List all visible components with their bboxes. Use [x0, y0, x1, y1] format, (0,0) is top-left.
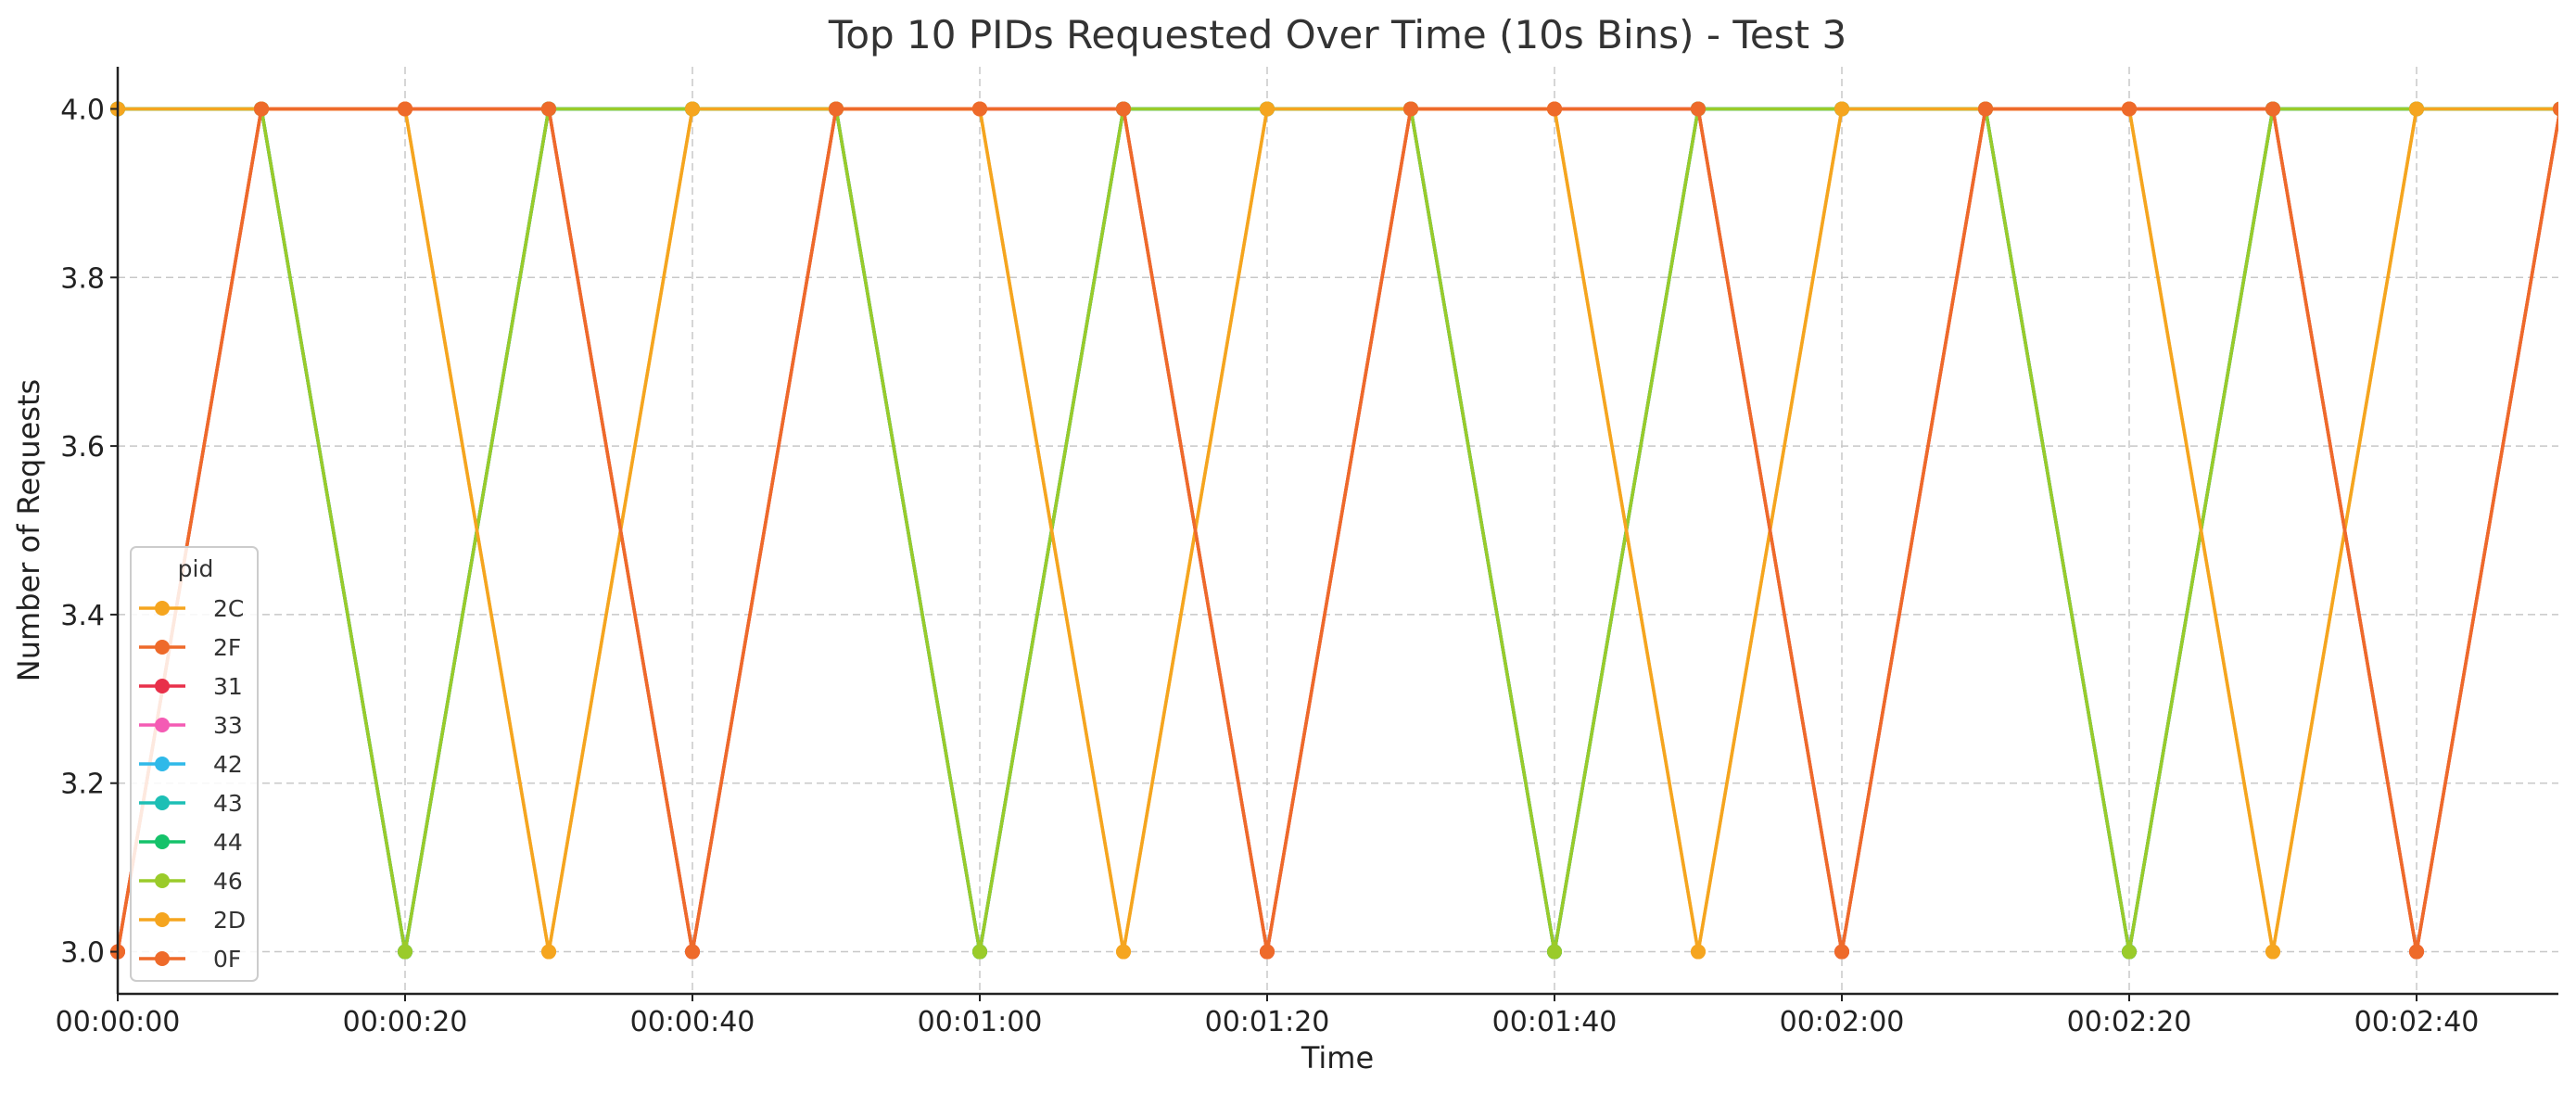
legend-label: 33	[213, 712, 243, 739]
legend-label: 31	[213, 673, 243, 700]
data-point	[685, 101, 700, 117]
data-point	[1691, 944, 1706, 960]
legend-item: 2F	[139, 634, 241, 661]
x-tick-label: 00:01:40	[1492, 1006, 1618, 1038]
legend-item: 46	[139, 868, 243, 895]
data-point	[254, 101, 269, 117]
legend-item: 31	[139, 673, 243, 700]
series-line	[118, 107, 2558, 954]
legend-marker	[155, 757, 170, 771]
data-point	[1116, 944, 1131, 960]
data-point	[2122, 944, 2137, 960]
x-tick-label: 00:00:20	[343, 1006, 468, 1038]
axis-layer	[116, 67, 2558, 996]
data-point	[398, 101, 412, 117]
legend-marker	[155, 873, 170, 888]
x-tick-label: 00:00:40	[630, 1006, 755, 1038]
legend-label: 43	[213, 790, 243, 817]
chart-title: Top 10 PIDs Requested Over Time (10s Bin…	[828, 12, 1846, 57]
legend-item: 43	[139, 790, 243, 817]
y-tick-label: 3.2	[60, 769, 105, 801]
legend-marker	[155, 795, 170, 810]
tick-layer: 00:00:00 00:00:20 00:00:40 00:01:00 00:01:20…	[56, 94, 2480, 1038]
x-tick-label: 00:01:00	[918, 1006, 1043, 1038]
y-axis-label: Number of Requests	[11, 379, 46, 681]
data-point	[1834, 944, 1849, 960]
y-tick-label: 3.4	[60, 600, 105, 632]
legend-marker	[155, 601, 170, 616]
legend-label: 44	[213, 829, 243, 856]
legend-item: 42	[139, 751, 243, 778]
legend-box	[130, 546, 259, 982]
y-tick-label: 3.8	[60, 262, 105, 295]
legend-marker	[155, 679, 170, 693]
data-point	[2553, 101, 2558, 117]
legend-label: 2D	[213, 907, 246, 934]
legend-label: 0F	[213, 946, 241, 973]
data-point	[1260, 101, 1275, 117]
legend-item: 44	[139, 829, 243, 856]
legend-item: 0F	[139, 946, 241, 973]
legend: pid 2C 2F 31 33 42 43 44 46 2D 0F	[130, 546, 259, 982]
data-point	[829, 101, 844, 117]
legend-marker	[155, 912, 170, 927]
legend-marker	[155, 640, 170, 655]
series-line	[116, 107, 2558, 954]
data-point	[1403, 101, 1418, 117]
x-tick-label: 00:00:00	[56, 1006, 181, 1038]
y-tick-label: 3.0	[60, 937, 105, 970]
legend-label: 2F	[213, 634, 241, 661]
data-point	[685, 944, 700, 960]
series-0f	[110, 101, 2558, 960]
legend-marker	[155, 951, 170, 966]
data-point	[972, 101, 987, 117]
x-tick-label: 00:01:20	[1205, 1006, 1330, 1038]
data-point	[2409, 101, 2424, 117]
legend-marker	[155, 718, 170, 732]
data-point	[398, 944, 412, 960]
legend-marker	[155, 834, 170, 849]
legend-item: 2C	[139, 595, 244, 622]
data-point	[972, 944, 987, 960]
data-point	[2265, 101, 2280, 117]
data-point	[2409, 944, 2424, 960]
x-tick-label: 00:02:40	[2354, 1006, 2480, 1038]
y-tick-label: 3.6	[60, 431, 105, 464]
data-point	[1260, 944, 1275, 960]
legend-item: 33	[139, 712, 243, 739]
x-tick-label: 00:02:00	[1780, 1006, 1905, 1038]
legend-label: 2C	[213, 595, 244, 622]
y-tick-label: 4.0	[60, 94, 105, 126]
series-layer	[110, 101, 2558, 960]
data-point	[1691, 101, 1706, 117]
legend-label: 46	[213, 868, 243, 895]
data-point	[2122, 101, 2137, 117]
data-point	[541, 101, 556, 117]
x-axis-label: Time	[1301, 1040, 1374, 1075]
data-point	[2265, 944, 2280, 960]
data-point	[1978, 101, 1993, 117]
data-point	[1834, 101, 1849, 117]
data-point	[1547, 101, 1562, 117]
data-point	[1547, 944, 1562, 960]
data-point	[541, 944, 556, 960]
x-tick-label: 00:02:20	[2067, 1006, 2192, 1038]
legend-item: 2D	[139, 907, 246, 934]
data-point	[1116, 101, 1131, 117]
legend-title: pid	[178, 555, 214, 582]
legend-label: 42	[213, 751, 243, 778]
